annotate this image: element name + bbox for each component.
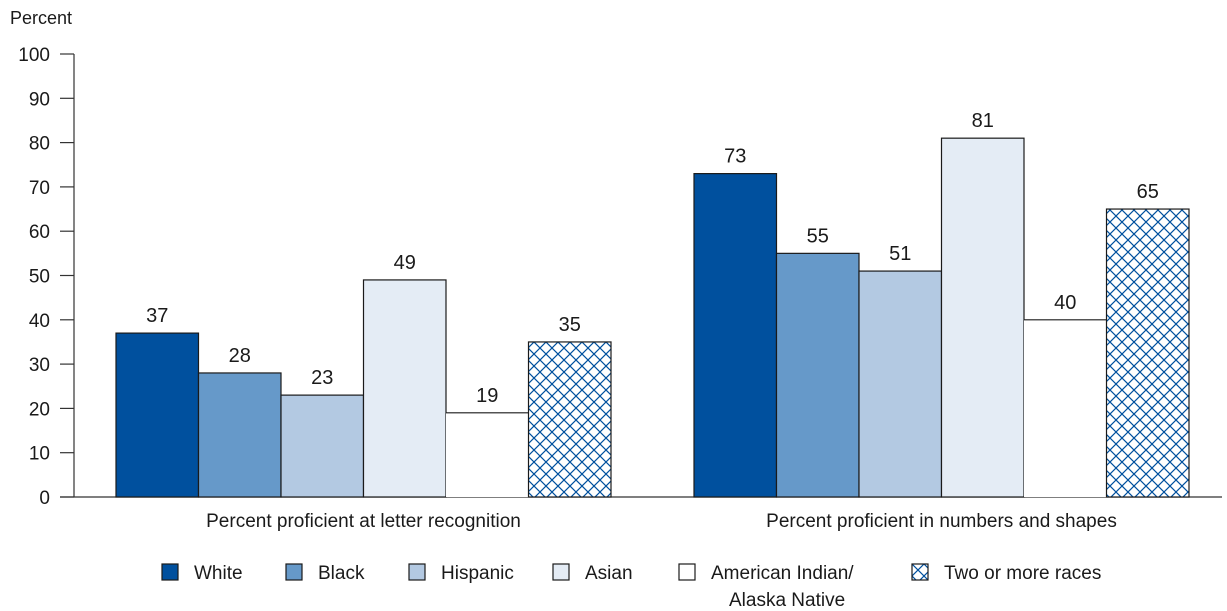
- data-labels: 37 28 23 49 19 35 73 55 51 81 40 65: [146, 110, 1159, 407]
- y-tick-label: 30: [29, 355, 50, 376]
- y-tick-label: 40: [29, 311, 50, 332]
- legend-label: American Indian/: [711, 563, 854, 584]
- data-label: 55: [807, 225, 829, 247]
- bar-american-indian-alaska-native-1: [1024, 319, 1107, 497]
- bar-white-0: [115, 332, 200, 498]
- data-label: 28: [229, 345, 251, 367]
- legend-label: Black: [318, 563, 365, 584]
- data-label: 23: [311, 367, 333, 389]
- y-tick-label: 0: [39, 488, 50, 509]
- legend-swatch: [408, 563, 426, 581]
- bar-two-or-more-races-0: [527, 341, 612, 498]
- bar-asian-1: [940, 137, 1025, 498]
- legend-label: Alaska Native: [729, 590, 845, 611]
- y-tick-label: 20: [29, 399, 50, 420]
- data-label: 35: [559, 314, 581, 336]
- legend-label: White: [194, 563, 243, 584]
- category-label: Percent proficient in numbers and shapes: [766, 511, 1117, 532]
- data-label: 40: [1054, 292, 1076, 314]
- y-tick-label: 10: [29, 444, 50, 465]
- data-label: 51: [889, 243, 911, 265]
- bar-asian-0: [362, 279, 447, 498]
- legend-label: Asian: [585, 563, 633, 584]
- legend-swatch: [161, 563, 179, 581]
- data-label: 19: [476, 385, 498, 407]
- data-label: 73: [724, 146, 746, 168]
- y-tick-label: 80: [29, 134, 50, 155]
- legend: White Black Hispanic Asian American Indian/A…: [161, 563, 1101, 611]
- bar-white-1: [693, 173, 778, 498]
- category-labels: Percent proficient at letter recognition…: [206, 511, 1117, 532]
- legend-swatch: [678, 563, 696, 581]
- y-tick-label: 50: [29, 267, 50, 288]
- legend-label: Two or more races: [944, 563, 1101, 584]
- data-label: 81: [972, 110, 994, 132]
- legend-swatch: [911, 563, 929, 581]
- data-label: 65: [1137, 181, 1159, 203]
- y-tick-label: 70: [29, 178, 50, 199]
- bar-black-1: [775, 252, 860, 498]
- data-label: 49: [394, 252, 416, 274]
- bar-american-indian-alaska-native-0: [446, 412, 529, 497]
- y-tick-label: 60: [29, 222, 50, 243]
- bar-hispanic-0: [280, 394, 365, 498]
- y-tick-label: 90: [29, 89, 50, 110]
- bar-two-or-more-races-1: [1105, 208, 1190, 498]
- legend-swatch: [285, 563, 303, 581]
- data-label: 37: [146, 305, 168, 327]
- y-tick-label: 100: [18, 45, 50, 66]
- bar-hispanic-1: [858, 270, 943, 498]
- bars: [115, 137, 1190, 498]
- legend-swatch: [552, 563, 570, 581]
- bar-black-0: [197, 372, 282, 498]
- category-label: Percent proficient at letter recognition: [206, 511, 521, 532]
- y-axis-title: Percent: [10, 8, 72, 28]
- legend-label: Hispanic: [441, 563, 514, 584]
